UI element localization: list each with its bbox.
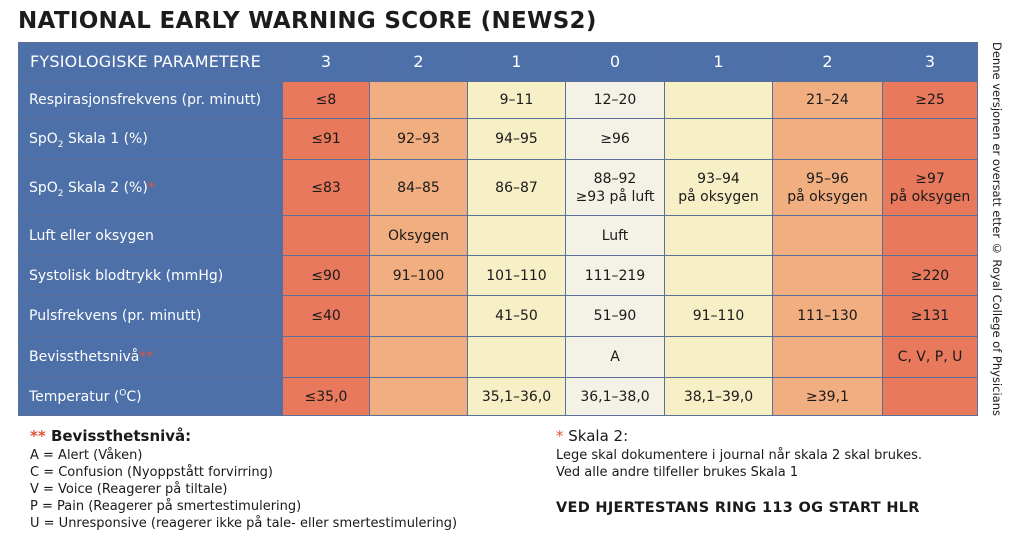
news2-table: FYSIOLOGISKE PARAMETERE 3 2 1 0 1 2 3 Re… <box>18 42 978 416</box>
table-row: Luft eller oksygen Oksygen Luft <box>18 215 978 256</box>
header-label: FYSIOLOGISKE PARAMETERE <box>18 42 283 82</box>
scale2-heading: * Skala 2: <box>556 427 629 445</box>
score-header: 1 <box>664 42 773 82</box>
table-cell: ≤8 <box>282 81 370 119</box>
table-cell: Luft <box>565 215 665 256</box>
table-cell: ≥25 <box>882 81 978 119</box>
table-cell <box>282 215 370 256</box>
header-row: FYSIOLOGISKE PARAMETERE 3 2 1 0 1 2 3 <box>18 42 978 82</box>
table-cell <box>664 336 773 378</box>
table-cell: ≥220 <box>882 255 978 296</box>
row-label: SpO2 Skala 2 (%)* <box>18 159 283 216</box>
scale2-line: Lege skal dokumentere i journal når skal… <box>556 448 922 463</box>
table-cell <box>369 295 468 337</box>
table-cell: 41–50 <box>467 295 566 337</box>
table-cell: ≥96 <box>565 118 665 160</box>
table-cell: 12–20 <box>565 81 665 119</box>
table-cell: ≤40 <box>282 295 370 337</box>
table-cell <box>467 215 566 256</box>
table-cell: Oksygen <box>369 215 468 256</box>
row-label: Luft eller oksygen <box>18 215 283 256</box>
table-cell <box>772 336 883 378</box>
row-label: SpO2 Skala 1 (%) <box>18 118 283 160</box>
table-cell <box>664 118 773 160</box>
table-cell: 91–100 <box>369 255 468 296</box>
row-label: Systolisk blodtrykk (mmHg) <box>18 255 283 296</box>
table-cell: 111–130 <box>772 295 883 337</box>
table-cell <box>772 255 883 296</box>
table-cell <box>882 215 978 256</box>
cardiac-arrest-warning: VED HJERTESTANS RING 113 OG START HLR <box>556 500 920 516</box>
score-header: 3 <box>882 42 978 82</box>
legend-item: A = Alert (Våken) <box>30 448 143 463</box>
table-row: SpO2 Skala 1 (%) ≤91 92–93 94–95 ≥96 <box>18 118 978 160</box>
table-cell: ≤90 <box>282 255 370 296</box>
row-label: Bevissthetsnivå** <box>18 336 283 378</box>
score-header: 3 <box>282 42 370 82</box>
table-row: Respirasjonsfrekvens (pr. minutt) ≤8 9–1… <box>18 81 978 119</box>
table-cell <box>369 336 468 378</box>
table-cell <box>882 118 978 160</box>
table-cell: 101–110 <box>467 255 566 296</box>
table-cell: 94–95 <box>467 118 566 160</box>
copyright-note: Denne versjonen er oversatt etter © Roya… <box>990 42 1004 416</box>
table-cell: ≥97 på oksygen <box>882 159 978 216</box>
page-title: NATIONAL EARLY WARNING SCORE (NEWS2) <box>18 8 597 34</box>
table-cell: ≥131 <box>882 295 978 337</box>
score-header: 2 <box>772 42 883 82</box>
table-cell: 93–94 på oksygen <box>664 159 773 216</box>
table-cell: 38,1–39,0 <box>664 377 773 416</box>
table-cell <box>882 377 978 416</box>
legend-item: V = Voice (Reagerer på tiltale) <box>30 482 228 497</box>
table-row: Pulsfrekvens (pr. minutt) ≤40 41–50 51–9… <box>18 295 978 337</box>
consciousness-legend: ** Bevissthetsnivå: A = Alert (Våken) C … <box>30 428 457 532</box>
table-cell: 51–90 <box>565 295 665 337</box>
table-cell <box>772 118 883 160</box>
table-cell: 36,1–38,0 <box>565 377 665 416</box>
table-cell: 91–110 <box>664 295 773 337</box>
scale2-note: * Skala 2: Lege skal dokumentere i journ… <box>556 428 922 481</box>
score-header: 2 <box>369 42 468 82</box>
table-row: Systolisk blodtrykk (mmHg) ≤90 91–100 10… <box>18 255 978 296</box>
table-row: SpO2 Skala 2 (%)* ≤83 84–85 86–87 88–92 ≥… <box>18 159 978 216</box>
table-cell <box>467 336 566 378</box>
table-cell: 111–219 <box>565 255 665 296</box>
table-cell <box>369 377 468 416</box>
table-cell <box>664 255 773 296</box>
table-cell: 92–93 <box>369 118 468 160</box>
table-cell: ≤83 <box>282 159 370 216</box>
legend-item: P = Pain (Reagerer på smertestimulering) <box>30 499 302 514</box>
table-cell <box>664 215 773 256</box>
table-cell: 95–96 på oksygen <box>772 159 883 216</box>
table-cell <box>369 81 468 119</box>
row-label: Temperatur (OC) <box>18 377 283 416</box>
legend-item: C = Confusion (Nyoppstått forvirring) <box>30 465 273 480</box>
score-header: 0 <box>565 42 665 82</box>
row-label: Respirasjonsfrekvens (pr. minutt) <box>18 81 283 119</box>
table-cell: 21–24 <box>772 81 883 119</box>
table-cell: 84–85 <box>369 159 468 216</box>
table-cell: 86–87 <box>467 159 566 216</box>
scale2-line: Ved alle andre tilfeller brukes Skala 1 <box>556 465 799 480</box>
table-row: Temperatur (OC) ≤35,0 35,1–36,0 36,1–38,… <box>18 377 978 416</box>
table-cell: 88–92 ≥93 på luft <box>565 159 665 216</box>
table-cell: ≥39,1 <box>772 377 883 416</box>
table-cell <box>664 81 773 119</box>
row-label: Pulsfrekvens (pr. minutt) <box>18 295 283 337</box>
table-cell: 35,1–36,0 <box>467 377 566 416</box>
table-cell: A <box>565 336 665 378</box>
table-cell: ≤91 <box>282 118 370 160</box>
table-cell <box>282 336 370 378</box>
table-row: Bevissthetsnivå** A C, V, P, U <box>18 336 978 378</box>
legend-heading: ** Bevissthetsnivå: <box>30 427 192 445</box>
table-cell <box>772 215 883 256</box>
table-cell: ≤35,0 <box>282 377 370 416</box>
legend-item: U = Unresponsive (reagerer ikke på tale-… <box>30 516 458 531</box>
table-cell: C, V, P, U <box>882 336 978 378</box>
score-header: 1 <box>467 42 566 82</box>
table-cell: 9–11 <box>467 81 566 119</box>
